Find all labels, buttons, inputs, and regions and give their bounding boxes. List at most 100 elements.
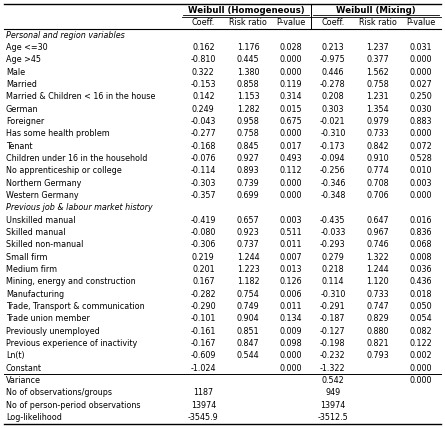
Text: 0.845: 0.845 — [237, 142, 259, 151]
Text: Skilled non-manual: Skilled non-manual — [6, 241, 83, 250]
Text: 0.675: 0.675 — [280, 117, 303, 126]
Text: Previously unemployed: Previously unemployed — [6, 327, 100, 336]
Text: 1.282: 1.282 — [237, 104, 259, 114]
Text: 0.098: 0.098 — [280, 339, 303, 348]
Text: -0.310: -0.310 — [320, 129, 346, 138]
Text: 0.027: 0.027 — [409, 80, 432, 89]
Text: 0.011: 0.011 — [280, 241, 303, 250]
Text: Constant: Constant — [6, 364, 42, 373]
Text: 0.279: 0.279 — [321, 253, 344, 262]
Text: -0.161: -0.161 — [190, 327, 216, 336]
Text: 0.542: 0.542 — [321, 376, 344, 385]
Text: 0.249: 0.249 — [192, 104, 215, 114]
Text: 0.904: 0.904 — [237, 314, 259, 324]
Text: Ln(t): Ln(t) — [6, 351, 24, 360]
Text: -0.094: -0.094 — [320, 154, 346, 163]
Text: 0.003: 0.003 — [280, 216, 303, 225]
Text: -0.348: -0.348 — [320, 191, 346, 200]
Text: 0.028: 0.028 — [280, 43, 303, 52]
Text: 0.007: 0.007 — [280, 253, 303, 262]
Text: Previous job & labour market history: Previous job & labour market history — [6, 203, 153, 212]
Text: 0.544: 0.544 — [237, 351, 259, 360]
Text: -0.101: -0.101 — [190, 314, 216, 324]
Text: -1.322: -1.322 — [320, 364, 346, 373]
Text: No of observations/groups: No of observations/groups — [6, 388, 112, 397]
Text: 0.883: 0.883 — [409, 117, 432, 126]
Text: Coeff.: Coeff. — [321, 18, 344, 27]
Text: 0.893: 0.893 — [237, 166, 259, 175]
Text: Married: Married — [6, 80, 37, 89]
Text: 1.354: 1.354 — [366, 104, 389, 114]
Text: 0.003: 0.003 — [409, 178, 432, 187]
Text: 0.858: 0.858 — [237, 80, 259, 89]
Text: 0.000: 0.000 — [280, 55, 303, 64]
Text: 0.445: 0.445 — [237, 55, 259, 64]
Text: 0.082: 0.082 — [409, 327, 432, 336]
Text: 0.377: 0.377 — [366, 55, 389, 64]
Text: Risk ratio: Risk ratio — [359, 18, 396, 27]
Text: Weibull (Mixing): Weibull (Mixing) — [336, 6, 416, 15]
Text: 0.000: 0.000 — [409, 68, 432, 77]
Text: 0.213: 0.213 — [322, 43, 344, 52]
Text: 0.119: 0.119 — [280, 80, 303, 89]
Text: 0.013: 0.013 — [280, 265, 303, 274]
Text: 0.134: 0.134 — [280, 314, 303, 324]
Text: 0.030: 0.030 — [409, 104, 432, 114]
Text: 0.250: 0.250 — [409, 92, 432, 101]
Text: Mining, energy and construction: Mining, energy and construction — [6, 277, 136, 286]
Text: 0.142: 0.142 — [192, 92, 214, 101]
Text: 0.446: 0.446 — [322, 68, 344, 77]
Text: 0.000: 0.000 — [409, 55, 432, 64]
Text: 0.706: 0.706 — [366, 191, 389, 200]
Text: 0.758: 0.758 — [366, 80, 389, 89]
Text: -0.153: -0.153 — [190, 80, 216, 89]
Text: -0.310: -0.310 — [320, 290, 346, 299]
Text: Trade union member: Trade union member — [6, 314, 90, 324]
Text: 1.120: 1.120 — [366, 277, 389, 286]
Text: 0.774: 0.774 — [366, 166, 389, 175]
Text: 0.017: 0.017 — [280, 142, 303, 151]
Text: 0.016: 0.016 — [409, 216, 432, 225]
Text: 0.842: 0.842 — [366, 142, 389, 151]
Text: 0.851: 0.851 — [237, 327, 259, 336]
Text: -3545.9: -3545.9 — [188, 413, 218, 422]
Text: 1.182: 1.182 — [237, 277, 259, 286]
Text: -0.357: -0.357 — [190, 191, 216, 200]
Text: -0.419: -0.419 — [190, 216, 216, 225]
Text: Small firm: Small firm — [6, 253, 48, 262]
Text: Age >45: Age >45 — [6, 55, 41, 64]
Text: 0.162: 0.162 — [192, 43, 214, 52]
Text: -0.127: -0.127 — [320, 327, 346, 336]
Text: German: German — [6, 104, 38, 114]
Text: 0.218: 0.218 — [322, 265, 344, 274]
Text: Coeff.: Coeff. — [192, 18, 215, 27]
Text: 0.000: 0.000 — [409, 364, 432, 373]
Text: 0.322: 0.322 — [192, 68, 215, 77]
Text: Northern Germany: Northern Germany — [6, 178, 81, 187]
Text: 0.493: 0.493 — [280, 154, 303, 163]
Text: 0.829: 0.829 — [366, 314, 389, 324]
Text: 1.153: 1.153 — [237, 92, 259, 101]
Text: 1.562: 1.562 — [366, 68, 389, 77]
Text: 0.821: 0.821 — [366, 339, 389, 348]
Text: Risk ratio: Risk ratio — [229, 18, 267, 27]
Text: 0.208: 0.208 — [322, 92, 344, 101]
Text: 0.002: 0.002 — [409, 351, 432, 360]
Text: -0.810: -0.810 — [190, 55, 216, 64]
Text: 13974: 13974 — [191, 401, 216, 410]
Text: 1187: 1187 — [193, 388, 214, 397]
Text: 0.754: 0.754 — [237, 290, 259, 299]
Text: 0.528: 0.528 — [409, 154, 432, 163]
Text: 0.910: 0.910 — [366, 154, 389, 163]
Text: 1.244: 1.244 — [237, 253, 259, 262]
Text: 0.126: 0.126 — [280, 277, 303, 286]
Text: 0.054: 0.054 — [409, 314, 432, 324]
Text: 0.733: 0.733 — [366, 129, 389, 138]
Text: 0.009: 0.009 — [280, 327, 303, 336]
Text: No of person-period observations: No of person-period observations — [6, 401, 141, 410]
Text: 0.314: 0.314 — [280, 92, 303, 101]
Text: -0.303: -0.303 — [190, 178, 216, 187]
Text: 0.000: 0.000 — [280, 129, 303, 138]
Text: 0.880: 0.880 — [367, 327, 389, 336]
Text: 0.000: 0.000 — [409, 191, 432, 200]
